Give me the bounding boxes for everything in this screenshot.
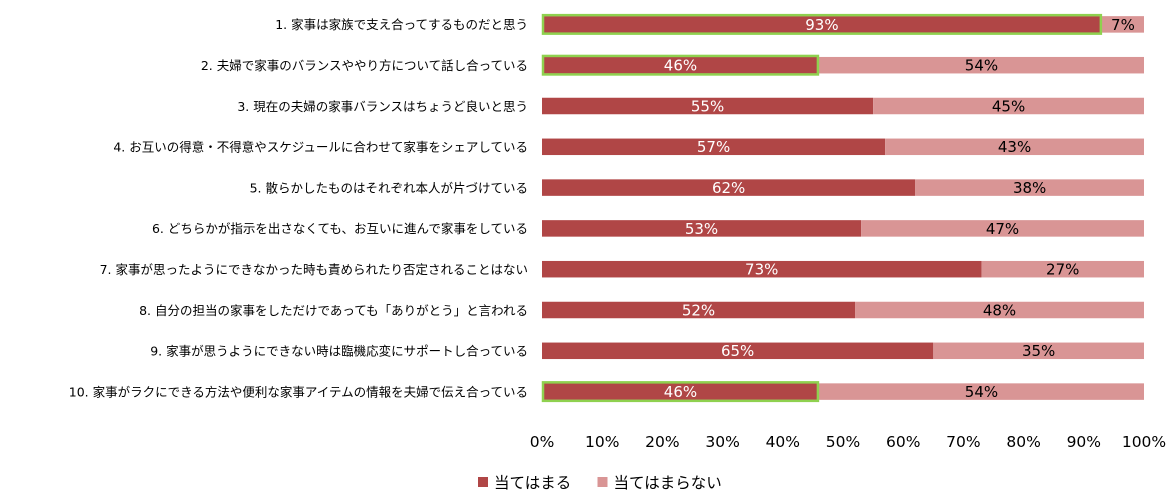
data-label: 54% (965, 57, 998, 75)
bar-当てはまらない (885, 138, 1144, 156)
bar-当てはまる (542, 16, 1102, 33)
x-tick-label: 10% (585, 433, 619, 451)
x-tick-label: 20% (645, 433, 679, 451)
category-label: 4. お互いの得意・不得意やスケジュールに合わせて家事をシェアしている (113, 140, 528, 155)
data-label: 54% (965, 383, 998, 401)
category-label: 3. 現在の夫婦の家事バランスはちょうど良いと思う (237, 99, 528, 114)
bar-当てはまらない (873, 97, 1144, 115)
x-tick-label: 60% (886, 433, 920, 451)
bar-当てはまらない (915, 179, 1144, 196)
bar-当てはまる (542, 97, 874, 115)
category-label: 2. 夫婦で家事のバランスややり方について話し合っている (201, 58, 528, 73)
x-tick-label: 100% (1122, 433, 1166, 451)
x-tick-label: 70% (946, 433, 980, 451)
bar-当てはまらない (855, 301, 1144, 319)
data-label: 93% (805, 16, 838, 34)
data-label: 73% (745, 261, 778, 279)
bar-当てはまる (542, 56, 819, 74)
bar-当てはまらない (933, 342, 1144, 360)
x-tick-label: 40% (766, 433, 800, 451)
bar-当てはまらない (818, 383, 1144, 400)
data-label: 57% (697, 138, 730, 156)
bar-当てはまる (542, 301, 856, 319)
bar-当てはまらない (981, 260, 1144, 278)
category-label: 6. どちらかが指示を出さなくても、お互いに進んで家事をしている (152, 221, 528, 236)
category-label: 1. 家事は家族で支え合ってするものだと思う (275, 17, 528, 32)
category-label: 7. 家事が思ったようにできなかった時も責められたり否定されることはない (100, 262, 528, 277)
bar-当てはまらない (818, 56, 1144, 74)
data-label: 38% (1013, 179, 1046, 197)
bar-当てはまる (542, 220, 862, 237)
x-tick-label: 50% (826, 433, 860, 451)
highlight-outline (541, 13, 1103, 35)
data-label: 52% (682, 301, 715, 319)
bar-当てはまらない (1101, 16, 1144, 33)
legend-swatch (478, 477, 488, 487)
legend-swatch (597, 477, 608, 487)
bar-当てはまる (542, 260, 982, 278)
x-tick-label: 0% (530, 433, 555, 451)
bar-当てはまる (542, 179, 916, 196)
x-tick-label: 90% (1067, 433, 1101, 451)
data-label: 45% (992, 97, 1025, 115)
data-label: 43% (998, 138, 1031, 156)
x-tick-label: 80% (1006, 433, 1040, 451)
highlight-outline (541, 381, 820, 403)
highlight-outline (541, 54, 820, 76)
bar-当てはまらない (861, 220, 1144, 237)
category-label: 9. 家事が思うようにできない時は臨機応変にサポートし合っている (150, 344, 528, 359)
data-label: 46% (664, 57, 697, 75)
data-label: 47% (986, 220, 1019, 238)
data-label: 62% (712, 179, 745, 197)
legend-label: 当てはまる (494, 474, 571, 492)
category-label: 8. 自分の担当の家事をしただけであっても「ありがとう」と言われる (139, 303, 528, 318)
data-label: 55% (691, 97, 724, 115)
data-label: 46% (664, 383, 697, 401)
bar-当てはまる (542, 342, 934, 360)
category-label: 10. 家事がラクにできる方法や便利な家事アイテムの情報を夫婦で伝え合っている (69, 384, 528, 399)
legend-label: 当てはまらない (614, 474, 722, 492)
category-label: 5. 散らかしたものはそれぞれ本人が片づけている (250, 180, 528, 195)
data-label: 65% (721, 342, 754, 360)
data-label: 27% (1046, 261, 1079, 279)
data-label: 53% (685, 220, 718, 238)
data-label: 35% (1022, 342, 1055, 360)
bar-当てはまる (542, 383, 819, 400)
data-label: 48% (983, 301, 1016, 319)
bar-当てはまる (542, 138, 886, 156)
data-label: 7% (1111, 16, 1135, 34)
x-tick-label: 30% (705, 433, 739, 451)
